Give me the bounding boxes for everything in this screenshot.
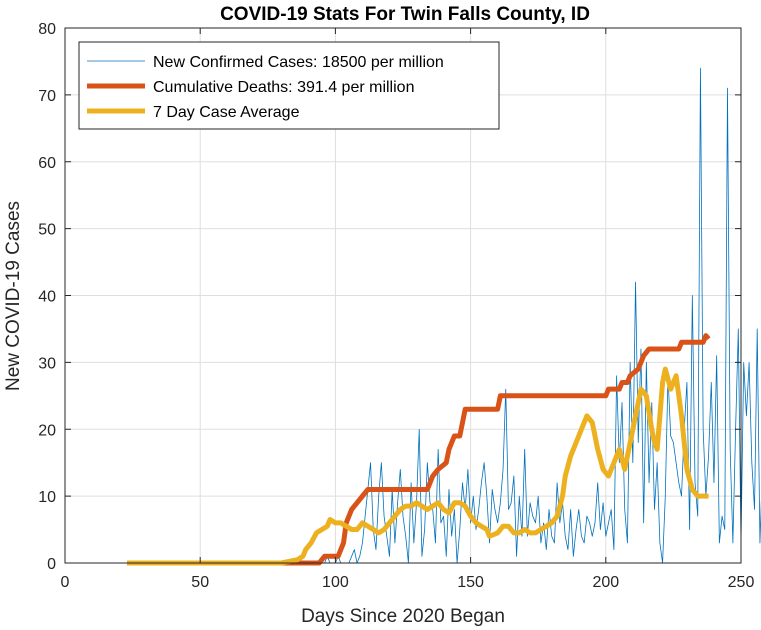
x-axis-label: Days Since 2020 Began xyxy=(301,606,505,627)
x-tick-label: 250 xyxy=(728,574,755,591)
cumulative-deaths-line xyxy=(127,333,711,566)
legend-entry-label: 7 Day Case Average xyxy=(153,104,300,121)
legend-entry-label: New Confirmed Cases: 18500 per million xyxy=(153,54,444,71)
x-tick-label: 100 xyxy=(322,574,349,591)
x-tick-label: 0 xyxy=(61,574,70,591)
legend-entry-label: Cumulative Deaths: 391.4 per million xyxy=(153,79,414,96)
x-tick-label: 50 xyxy=(191,574,209,591)
y-tick-label: 40 xyxy=(38,289,56,306)
legend: New Confirmed Cases: 18500 per million Cu… xyxy=(78,41,500,130)
x-tick-label: 150 xyxy=(457,574,484,591)
seven-day-average-line xyxy=(127,366,709,566)
y-tick-label: 80 xyxy=(38,21,56,38)
y-tick-label: 0 xyxy=(47,556,56,573)
chart-title: COVID-19 Stats For Twin Falls County, ID xyxy=(220,4,590,25)
axis-ticks: 0 50 100 150 200 250 0 10 20 30 40 50 60 70 80 xyxy=(38,21,754,591)
legend-box xyxy=(78,41,500,130)
y-tick-label: 70 xyxy=(38,88,56,105)
y-tick-label: 10 xyxy=(38,489,56,506)
y-tick-label: 60 xyxy=(38,155,56,172)
y-tick-label: 20 xyxy=(38,422,56,439)
x-tick-label: 200 xyxy=(592,574,619,591)
y-axis-label: New COVID-19 Cases xyxy=(3,201,24,391)
y-tick-label: 30 xyxy=(38,355,56,372)
y-tick-label: 50 xyxy=(38,222,56,239)
